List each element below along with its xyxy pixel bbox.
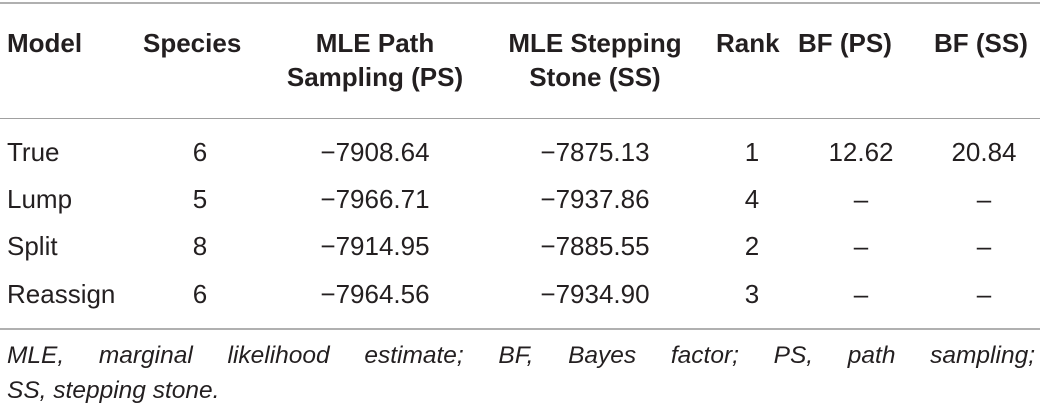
table-row: True 6 −7908.64 −7875.13 1 12.62 20.84 <box>0 129 1040 175</box>
header-mle-ss: MLE Stepping Stone (SS) <box>490 26 700 94</box>
header-species: Species <box>143 28 242 58</box>
cell-species: 6 <box>192 137 208 167</box>
cell-bf-ss: – <box>976 279 992 309</box>
cell-model: Reassign <box>7 279 116 309</box>
cell-species: 6 <box>192 279 208 309</box>
cell-bf-ss: – <box>976 231 992 261</box>
cell-mle-ps: −7908.64 <box>320 137 430 167</box>
cell-rank: 4 <box>744 184 760 214</box>
cell-rank: 2 <box>744 231 760 261</box>
footnote-line-2: SS, stepping stone. <box>7 377 220 404</box>
cell-rank: 1 <box>744 137 760 167</box>
cell-mle-ss: −7885.55 <box>540 231 650 261</box>
cell-bf-ps: – <box>853 279 869 309</box>
header-mle-ps-line1: MLE Path <box>315 28 435 58</box>
header-bf-ps: BF (PS) <box>798 28 892 58</box>
header-mle-ps: MLE Path Sampling (PS) <box>270 26 480 94</box>
header-model: Model <box>7 28 83 58</box>
cell-species: 8 <box>192 231 208 261</box>
cell-mle-ps: −7914.95 <box>320 231 430 261</box>
cell-model: True <box>7 137 60 167</box>
cell-rank: 3 <box>744 279 760 309</box>
table-header-rule <box>0 118 1040 119</box>
table-bottom-rule <box>0 328 1040 330</box>
table-top-rule <box>0 2 1040 4</box>
cell-bf-ps: – <box>853 184 869 214</box>
cell-species: 5 <box>192 184 208 214</box>
cell-mle-ps: −7966.71 <box>320 184 430 214</box>
header-bf-ss: BF (SS) <box>934 28 1028 58</box>
cell-mle-ps: −7964.56 <box>320 279 430 309</box>
footnote-line-1: MLE, marginal likelihood estimate; BF, B… <box>7 342 1035 369</box>
cell-mle-ss: −7937.86 <box>540 184 650 214</box>
header-mle-ps-line2: Sampling (PS) <box>286 62 464 92</box>
cell-mle-ss: −7875.13 <box>540 137 650 167</box>
cell-mle-ss: −7934.90 <box>540 279 650 309</box>
table-row: Split 8 −7914.95 −7885.55 2 – – <box>0 223 1040 269</box>
cell-bf-ps: – <box>853 231 869 261</box>
table-row: Reassign 6 −7964.56 −7934.90 3 – – <box>0 271 1040 317</box>
cell-model: Lump <box>7 184 73 214</box>
cell-bf-ps: 12.62 <box>828 137 894 167</box>
table-row: Lump 5 −7966.71 −7937.86 4 – – <box>0 176 1040 222</box>
table-footnote: MLE, marginal likelihood estimate; BF, B… <box>7 338 1035 408</box>
cell-bf-ss: – <box>976 184 992 214</box>
cell-bf-ss: 20.84 <box>951 137 1017 167</box>
header-mle-ss-line2: Stone (SS) <box>529 62 661 92</box>
header-mle-ss-line1: MLE Stepping <box>508 28 682 58</box>
cell-model: Split <box>7 231 58 261</box>
header-rank: Rank <box>716 28 780 58</box>
